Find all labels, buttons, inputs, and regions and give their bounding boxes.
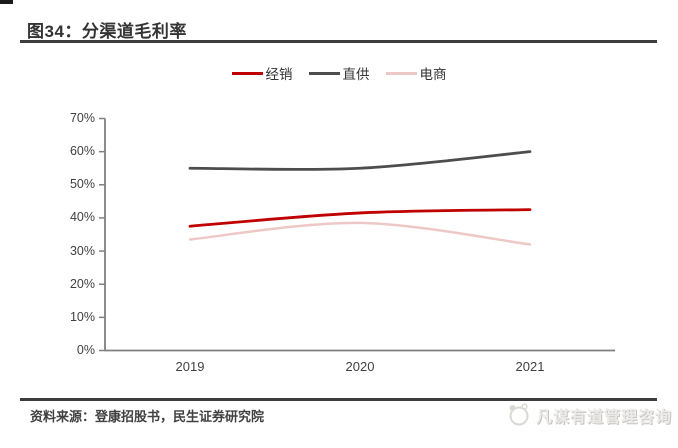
legend-line-swatch-pink (385, 71, 417, 75)
legend-label: 电商 (419, 67, 447, 82)
watermark-logo-icon (509, 403, 529, 426)
series-line-电商 (188, 221, 532, 246)
legend-item-zhigong: 直供 (308, 63, 370, 83)
y-tick-label: 40% (69, 210, 95, 225)
legend-line-swatch-red (231, 71, 263, 75)
x-tick-label: 2019 (175, 359, 205, 374)
bottom-divider (20, 398, 657, 401)
y-tick-label: 60% (69, 144, 95, 159)
title-divider (20, 40, 657, 43)
figure-title: 图34：分渠道毛利率 (27, 22, 187, 41)
legend-item-jingxiao: 经销 (231, 63, 293, 83)
y-tick-label: 0% (76, 343, 95, 357)
legend-item-dianshang: 电商 (385, 63, 447, 83)
y-tick-label: 20% (69, 276, 95, 291)
legend-line-swatch-gray (308, 71, 340, 75)
series-line-经销 (188, 208, 532, 228)
y-tick-label: 70% (69, 111, 95, 125)
y-tick-label: 30% (69, 243, 95, 258)
x-tick-label: 2020 (345, 359, 375, 374)
watermark-text: 凡谋有道管理咨询 (535, 408, 672, 426)
legend-label: 经销 (265, 67, 293, 82)
watermark: 凡谋有道管理咨询 (507, 402, 672, 427)
y-tick-label: 50% (69, 177, 95, 192)
chart-legend: 经销 直供 电商 (0, 64, 678, 82)
corner-mark (0, 0, 13, 4)
x-tick-label: 2021 (515, 359, 545, 374)
axis-lines (104, 118, 615, 352)
y-tick-label: 10% (69, 309, 95, 324)
legend-label: 直供 (342, 67, 370, 82)
series-line-直供 (188, 150, 532, 171)
source-note: 资料来源：登康招股书，民生证券研究院 (30, 409, 265, 424)
